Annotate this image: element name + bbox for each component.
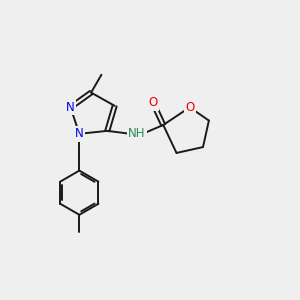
Text: O: O (185, 101, 194, 114)
Text: N: N (75, 127, 84, 140)
Text: NH: NH (128, 127, 146, 140)
Text: O: O (148, 96, 158, 110)
Text: N: N (66, 101, 75, 114)
